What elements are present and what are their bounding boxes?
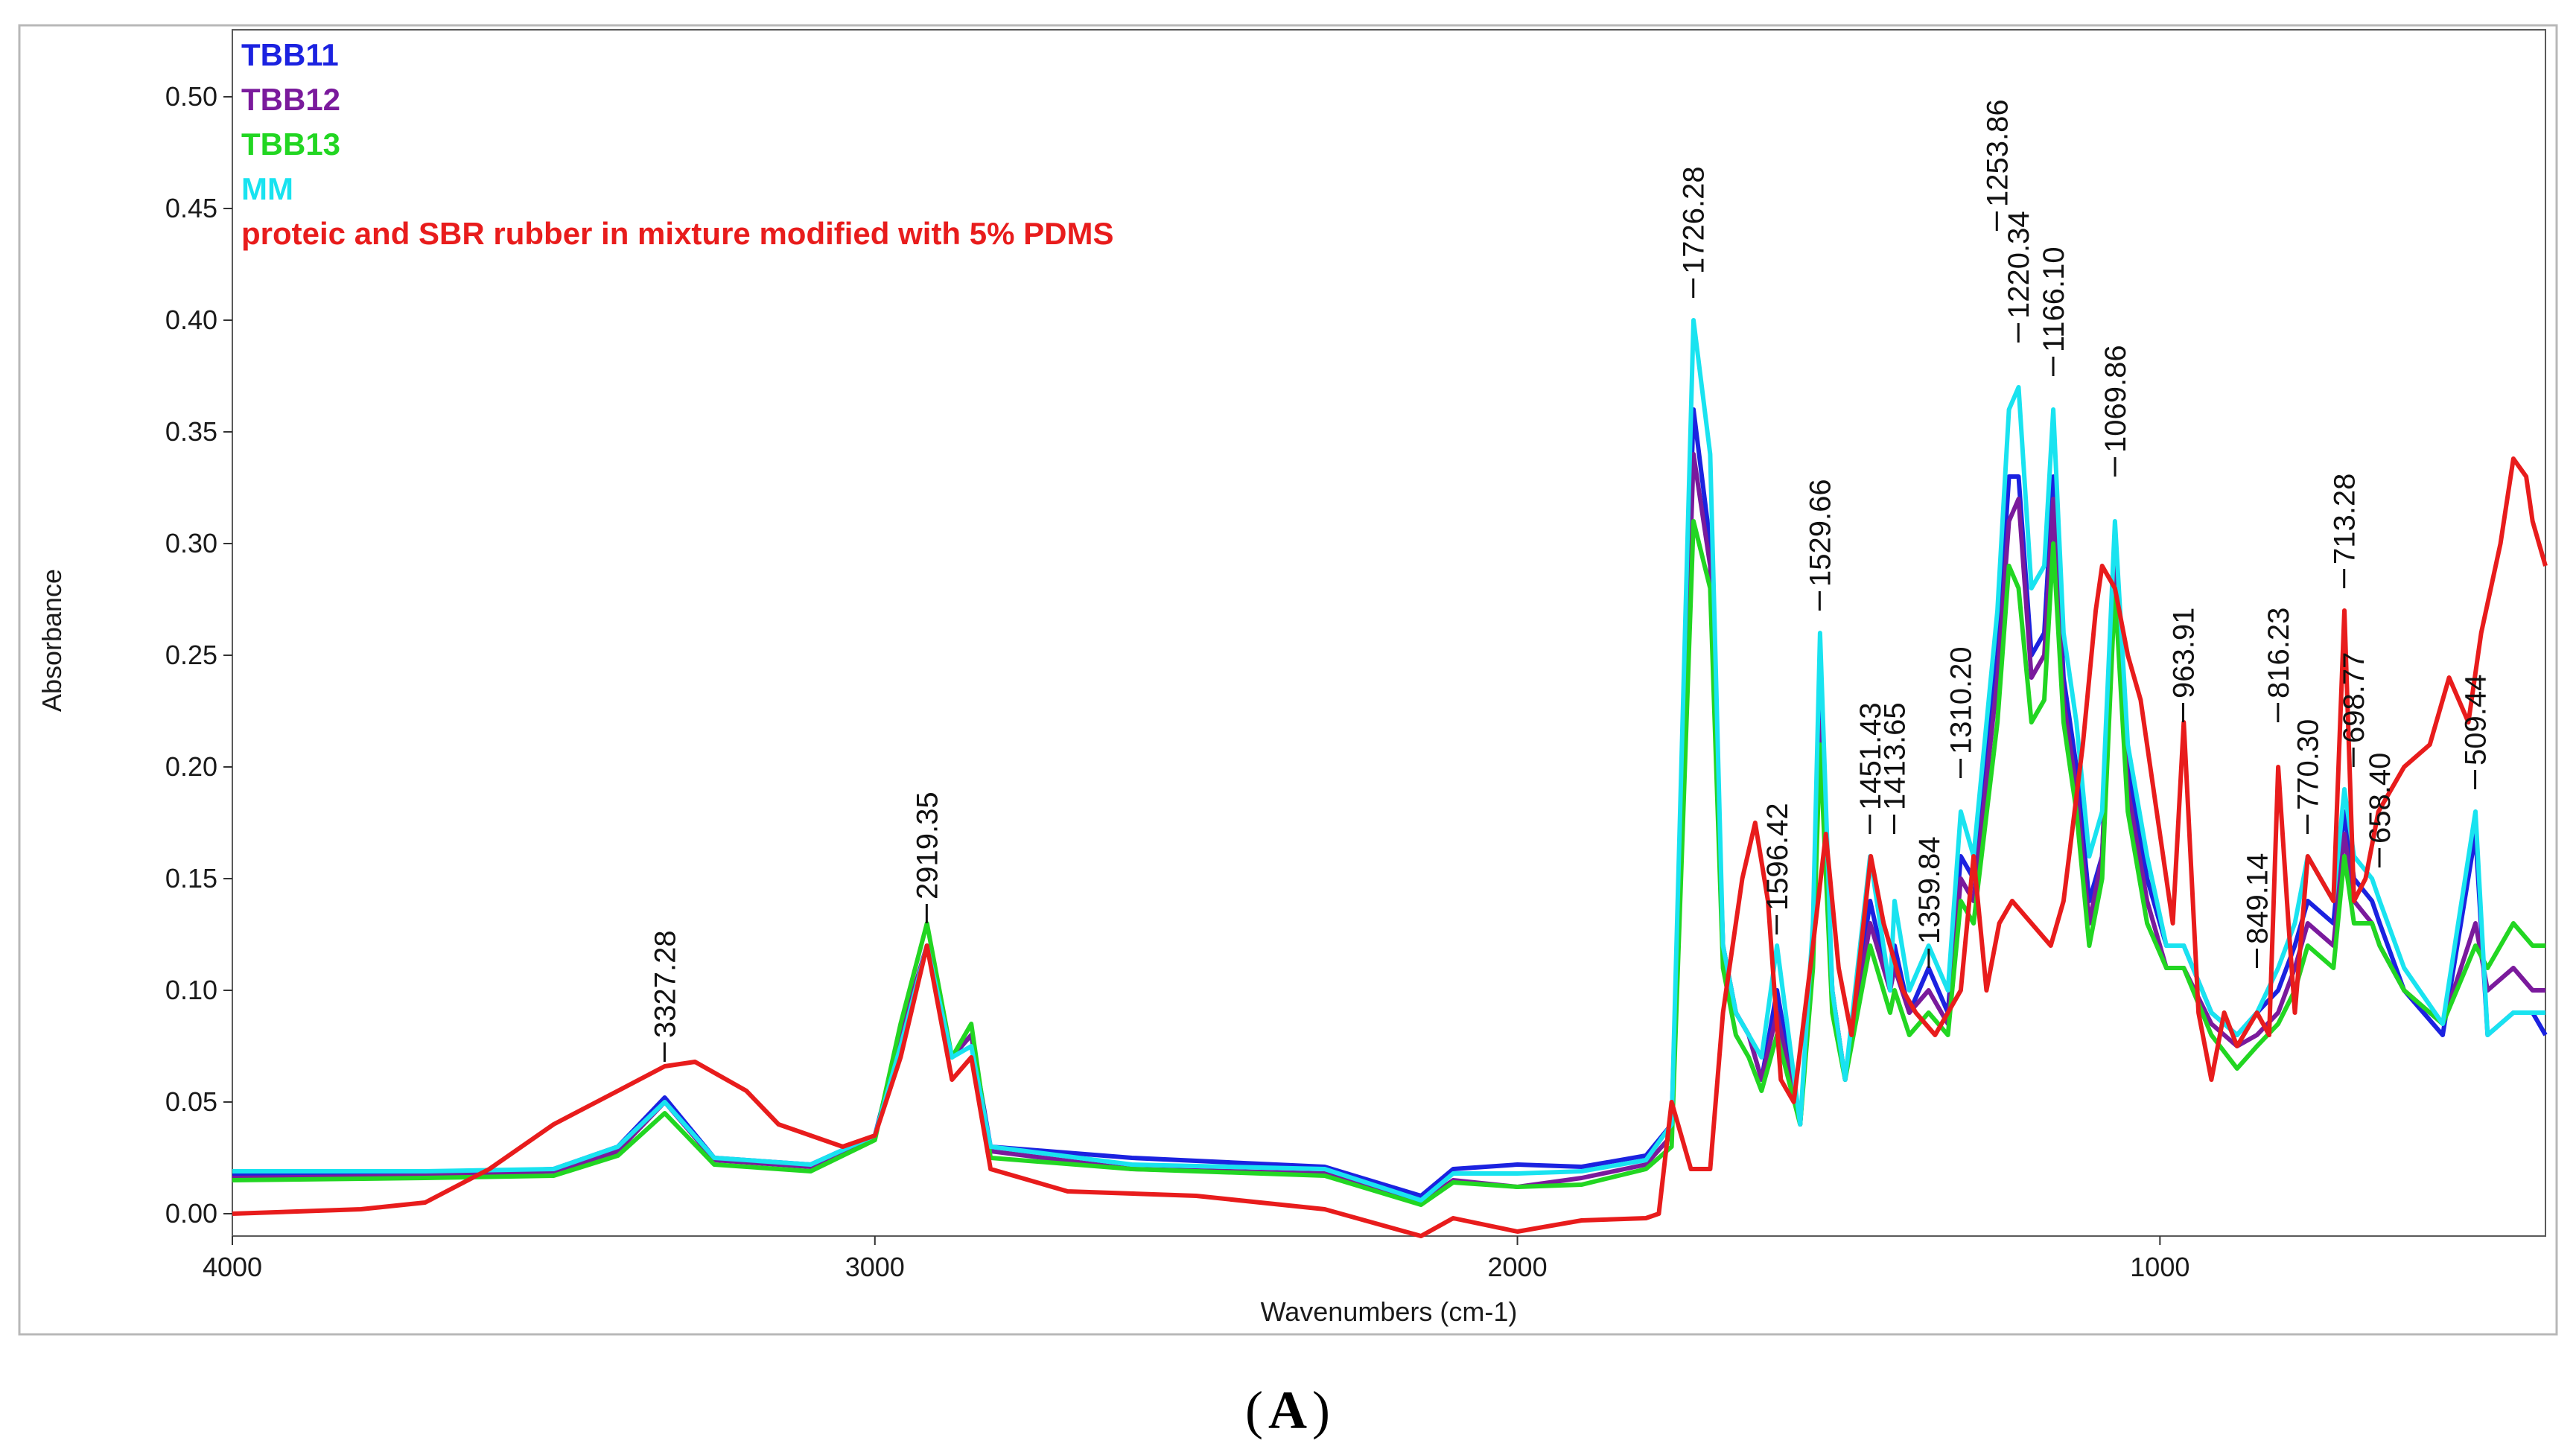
peak-label: 816.23 <box>2262 608 2295 698</box>
peak-label: 770.30 <box>2292 719 2325 810</box>
peak-label: 2919.35 <box>911 792 944 899</box>
peak-label: 1069.86 <box>2099 345 2132 453</box>
x-tick-label: 3000 <box>845 1252 905 1282</box>
legend-entry: TBB13 <box>241 127 340 162</box>
figure-frame <box>18 24 2558 1336</box>
panel-label: ( A ) <box>1245 1380 1330 1440</box>
y-tick-label: 0.15 <box>165 863 217 894</box>
series-line-proteic <box>232 456 2548 1238</box>
peak-label: 509.44 <box>2460 675 2493 765</box>
plot-area <box>232 29 2546 1237</box>
y-axis-title: Absorbance <box>36 569 67 712</box>
y-tick-label: 0.50 <box>165 81 217 112</box>
peak-label: 1596.42 <box>1761 803 1794 911</box>
peak-label: 698.77 <box>2338 652 2370 743</box>
y-tick-label: 0.25 <box>165 640 217 670</box>
x-axis-title: Wavenumbers (cm-1) <box>1261 1296 1518 1327</box>
peak-label: 1220.34 <box>2003 211 2035 319</box>
y-tick-label: 0.10 <box>165 975 217 1005</box>
y-tick-label: 0.30 <box>165 528 217 558</box>
peak-label: 3327.28 <box>649 930 681 1038</box>
svg-text:(: ( <box>1245 1380 1263 1440</box>
series-layer <box>232 318 2548 1238</box>
legend-entry: MM <box>241 171 293 206</box>
peak-label: 1166.10 <box>2038 246 2070 352</box>
legend-entry: TBB11 <box>241 37 339 72</box>
y-axis: 0.00 0.05 0.10 0.15 0.20 0.25 0.30 0.35 0.40 0.45… <box>165 81 232 1229</box>
y-tick-label: 0.20 <box>165 751 217 782</box>
peak-label: 1310.20 <box>1945 646 1978 754</box>
series-line-tbb13 <box>232 519 2545 1207</box>
peak-label: 1726.28 <box>1678 166 1711 274</box>
y-tick-label: 0.45 <box>165 193 217 223</box>
peak-label: 1451.43 <box>1854 702 1887 810</box>
legend-entry: proteic and SBR rubber in mixture modifi… <box>241 216 1113 251</box>
series-line-tbb12 <box>232 452 2545 1205</box>
peak-label: 1253.86 <box>1981 99 2014 207</box>
peak-label: 658.40 <box>2364 753 2397 844</box>
legend-entry: TBB12 <box>241 82 340 117</box>
peak-label: 849.14 <box>2242 853 2274 944</box>
x-axis: 4000 3000 2000 1000 <box>203 1236 2189 1282</box>
y-tick-label: 0.00 <box>165 1198 217 1229</box>
peak-label: 1529.66 <box>1804 479 1836 587</box>
peak-label: 963.91 <box>2168 608 2201 698</box>
svg-text:): ) <box>1312 1380 1330 1440</box>
x-tick-label: 2000 <box>1488 1252 1548 1282</box>
legend: TBB11 TBB12 TBB13 MM proteic and SBR rubber … <box>241 37 1113 251</box>
panel-label-letter: A <box>1268 1380 1307 1440</box>
peak-label: 713.28 <box>2329 474 2362 564</box>
peak-label: 1359.84 <box>1913 836 1946 944</box>
y-tick-label: 0.35 <box>165 416 217 447</box>
x-tick-label: 4000 <box>203 1252 262 1282</box>
peak-label: 1413.65 <box>1878 702 1911 810</box>
x-tick-label: 1000 <box>2130 1252 2189 1282</box>
y-tick-label: 0.40 <box>165 305 217 335</box>
y-tick-label: 0.05 <box>165 1086 217 1117</box>
peak-annotations: 3327.28 2919.35 1726.28 1596.42 1529.66 1451.… <box>649 99 2493 1062</box>
